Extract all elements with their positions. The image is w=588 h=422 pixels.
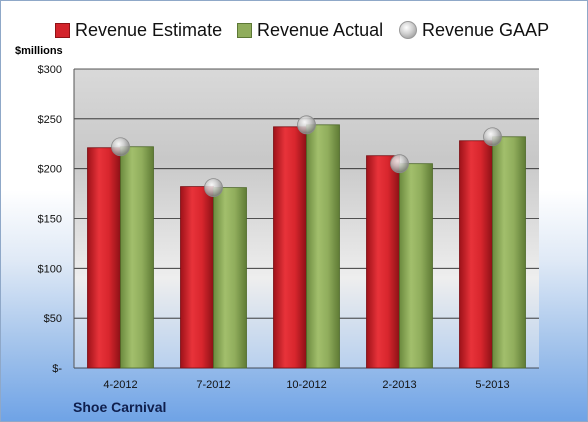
legend-item-estimate: Revenue Estimate bbox=[55, 15, 222, 45]
bar-revenue-estimate bbox=[87, 147, 121, 369]
y-tick-label: $- bbox=[52, 363, 62, 375]
y-tick-label: $150 bbox=[38, 214, 62, 226]
y-tick-label: $300 bbox=[38, 64, 62, 76]
legend-item-actual: Revenue Actual bbox=[237, 15, 383, 45]
bar-revenue-actual bbox=[213, 187, 247, 369]
marker-revenue-gaap bbox=[297, 115, 316, 135]
y-tick-label: $50 bbox=[44, 313, 62, 325]
bar-revenue-actual bbox=[306, 124, 340, 369]
bar-revenue-actual bbox=[399, 163, 433, 369]
x-tick-label: 10-2012 bbox=[286, 379, 326, 391]
y-axis-units-label: $millions bbox=[15, 45, 63, 57]
legend-label-actual: Revenue Actual bbox=[257, 19, 384, 40]
legend-swatch-gaap bbox=[399, 21, 417, 39]
legend-item-gaap: Revenue GAAP bbox=[399, 15, 549, 45]
y-tick-label: $250 bbox=[38, 114, 62, 126]
x-tick-label: 7-2012 bbox=[196, 379, 230, 391]
bar-revenue-actual bbox=[492, 136, 526, 369]
x-tick-label: 4-2012 bbox=[103, 379, 137, 391]
bar-revenue-estimate bbox=[459, 140, 493, 369]
x-tick-label: 2-2013 bbox=[382, 379, 416, 391]
bar-revenue-estimate bbox=[180, 186, 214, 369]
legend-swatch-actual bbox=[237, 22, 252, 38]
legend: Revenue Estimate Revenue Actual Revenue … bbox=[1, 15, 587, 45]
legend-swatch-estimate bbox=[55, 22, 70, 38]
marker-revenue-gaap bbox=[111, 137, 130, 157]
x-tick-label: 5-2013 bbox=[475, 379, 509, 391]
bar-revenue-actual bbox=[120, 146, 154, 369]
marker-revenue-gaap bbox=[483, 127, 502, 147]
y-tick-label: $200 bbox=[38, 164, 62, 176]
marker-revenue-gaap bbox=[204, 178, 223, 198]
bar-revenue-estimate bbox=[366, 155, 400, 369]
legend-label-estimate: Revenue Estimate bbox=[75, 19, 223, 40]
bar-revenue-estimate bbox=[273, 126, 307, 369]
y-tick-label: $100 bbox=[38, 263, 62, 275]
legend-label-gaap: Revenue GAAP bbox=[422, 19, 550, 40]
marker-revenue-gaap bbox=[390, 154, 409, 174]
company-label: Shoe Carnival bbox=[73, 399, 167, 415]
